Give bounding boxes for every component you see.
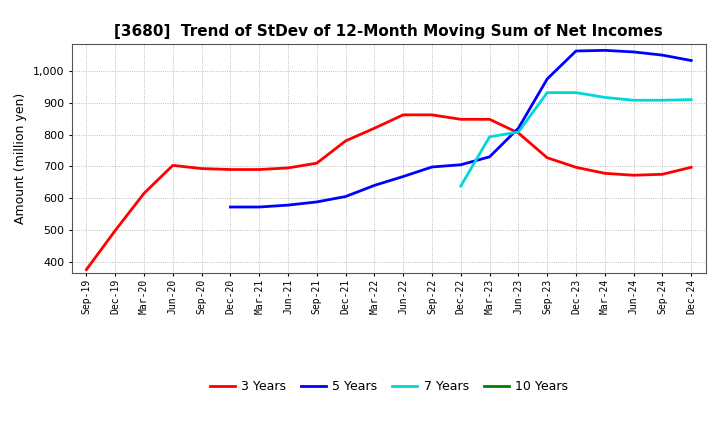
Y-axis label: Amount (million yen): Amount (million yen) — [14, 93, 27, 224]
Legend: 3 Years, 5 Years, 7 Years, 10 Years: 3 Years, 5 Years, 7 Years, 10 Years — [204, 375, 573, 398]
Title: [3680]  Trend of StDev of 12-Month Moving Sum of Net Incomes: [3680] Trend of StDev of 12-Month Moving… — [114, 24, 663, 39]
